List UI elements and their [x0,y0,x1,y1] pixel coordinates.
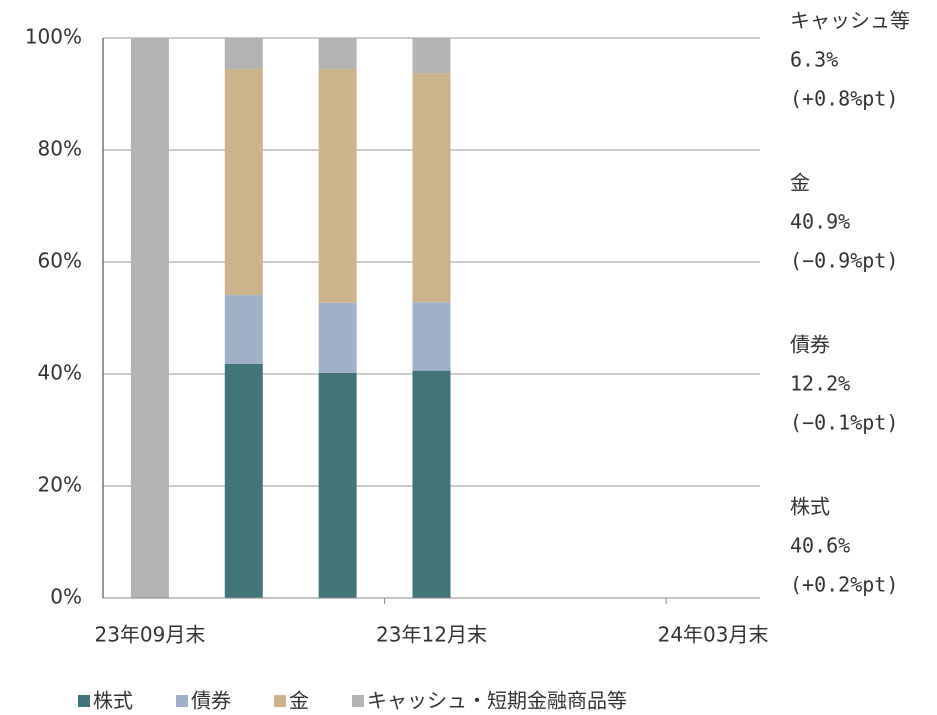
annotation-value: 40.6% [790,534,850,558]
annotation-value: 12.2% [790,372,850,396]
annotation-change: (+0.2%pt) [790,573,898,597]
bar-segment [318,302,357,373]
legend-label: キャッシュ・短期金融商品等 [367,689,627,713]
y-tick-label: 60% [38,249,82,273]
bar-segment [412,370,451,598]
bar-segment [130,38,169,598]
y-tick-label: 20% [38,473,82,497]
bar-segment [318,38,357,69]
x-tick-label: 23年12月末 [376,623,487,647]
bar-segment [318,372,357,598]
y-tick-label: 0% [50,585,82,609]
annotation-change: (+0.8%pt) [790,87,898,111]
legend-label: 金 [289,689,309,713]
annotation-change: (−0.9%pt) [790,249,898,273]
y-tick-label: 80% [38,137,82,161]
annotation-change: (−0.1%pt) [790,411,898,435]
bar-segment [224,38,263,69]
legend-swatch [352,695,364,707]
legend-swatch [274,695,286,707]
y-tick-label: 40% [38,361,82,385]
bar-segment [412,38,451,74]
legend-swatch [78,695,90,707]
annotation-value: 6.3% [790,48,838,72]
legend-label: 債券 [191,689,231,713]
legend-label: 株式 [93,689,133,713]
bar-segment [412,73,451,303]
annotation-name: 金 [790,171,810,195]
annotation-name: 債券 [790,333,830,357]
y-tick-label: 100% [25,25,82,49]
annotation-value: 40.9% [790,210,850,234]
bar-segment [224,363,263,598]
annotation-name: 株式 [790,495,830,519]
legend-swatch [176,695,188,707]
annotation-name: キャッシュ等 [790,9,910,33]
x-tick-label: 23年09月末 [94,623,205,647]
x-tick-label: 24年03月末 [658,623,769,647]
bar-segment [224,68,263,296]
bar-segment [224,295,263,364]
bar-segment [318,68,357,303]
bar-segment [412,302,451,371]
